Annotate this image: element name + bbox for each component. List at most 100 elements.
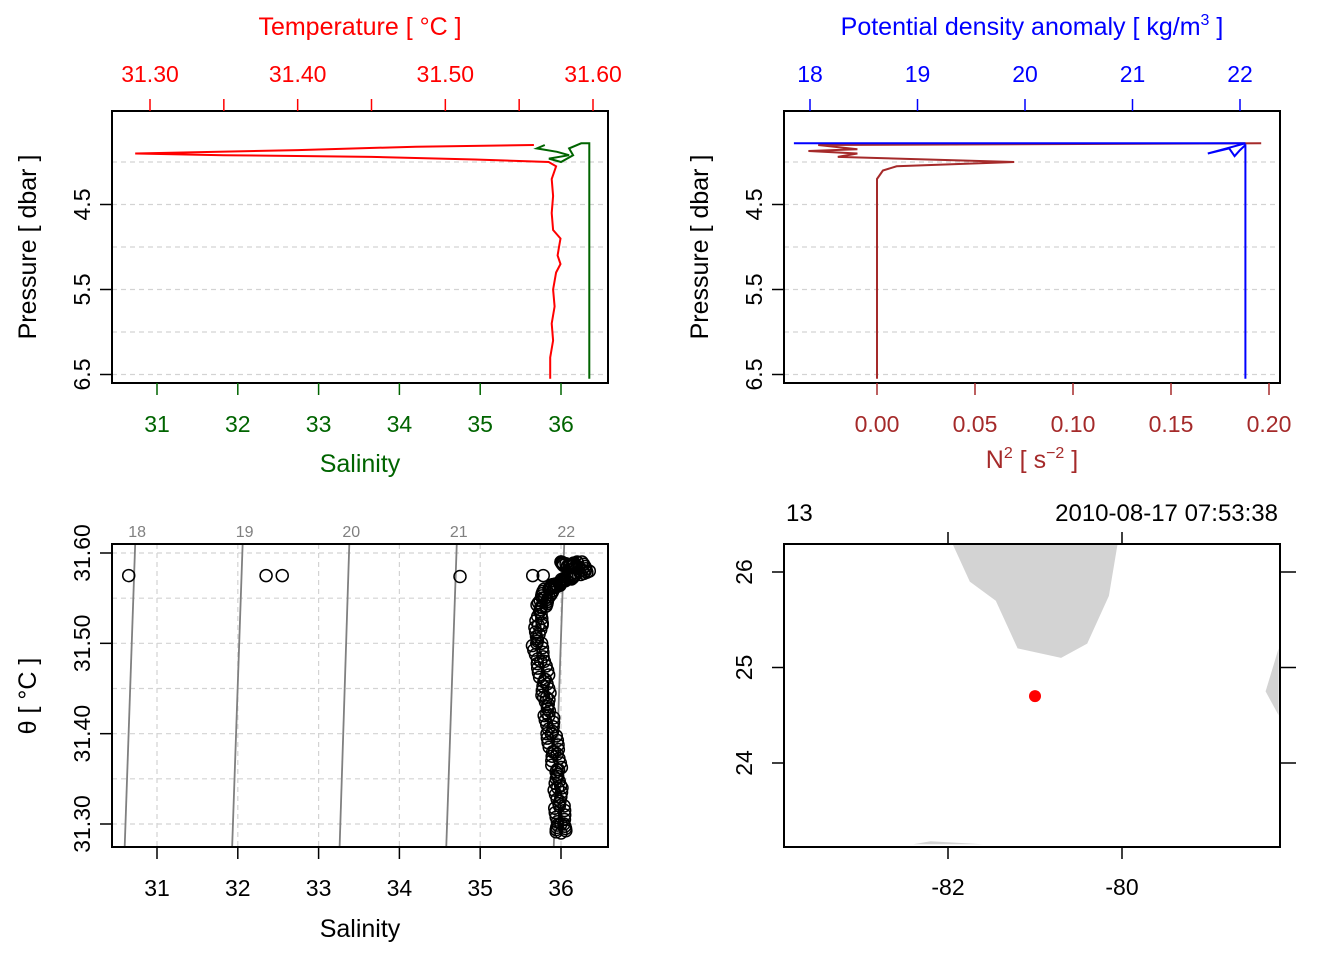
ts-point bbox=[121, 568, 136, 583]
ts-point bbox=[530, 656, 545, 671]
latitude-tick-label: 24 bbox=[731, 750, 757, 776]
isopycnal-label: 20 bbox=[342, 524, 360, 541]
ts-point bbox=[546, 711, 561, 725]
salinity-axis-label: Salinity bbox=[320, 450, 401, 478]
density-n2-plot-frame bbox=[783, 110, 1281, 384]
temperature-axis-label: Temperature [ °C ] bbox=[258, 13, 461, 41]
station-datetime: 2010-08-17 07:53:38 bbox=[1055, 500, 1278, 527]
salinity-axis-tick-label: 34 bbox=[387, 411, 413, 437]
ts-point bbox=[557, 799, 571, 813]
ts-point bbox=[550, 814, 565, 829]
density-axis-tick-label: 21 bbox=[1120, 61, 1146, 87]
pressure-axis-label: Pressure [ dbar ] bbox=[14, 155, 42, 340]
station-map-panel: -82 -80 24 25 26 13 2010-08-17 07:53:38 bbox=[731, 500, 1296, 900]
ts-point bbox=[540, 726, 554, 741]
salinity-profile-line bbox=[533, 142, 591, 379]
ts-salinity-axis-tick-label: 34 bbox=[387, 875, 413, 901]
ts-point bbox=[540, 731, 555, 745]
n2-profile-line bbox=[808, 142, 1262, 379]
ts-point bbox=[536, 568, 550, 583]
ts-salinity-axis-tick-label: 35 bbox=[467, 875, 493, 901]
ts-point bbox=[537, 674, 551, 689]
isopycnal-label: 18 bbox=[128, 524, 146, 541]
land-polygon bbox=[952, 544, 1118, 658]
pressure-axis-2-tick-label: 4.5 bbox=[741, 189, 767, 221]
pressure-axis-tick-label: 4.5 bbox=[69, 189, 95, 221]
ts-diagram-frame bbox=[111, 543, 609, 848]
ts-salinity-axis-label: Salinity bbox=[320, 915, 401, 943]
theta-axis-tick-label: 31.60 bbox=[69, 524, 95, 582]
density-axis-tick-label: 20 bbox=[1012, 61, 1038, 87]
pressure-axis-tick-label: 6.5 bbox=[69, 359, 95, 391]
ts-point bbox=[535, 641, 550, 655]
ts-point bbox=[550, 733, 565, 748]
ts-point bbox=[453, 569, 467, 584]
ts-point bbox=[545, 749, 559, 763]
isopycnal-line bbox=[338, 543, 351, 848]
latitude-tick-label: 26 bbox=[731, 559, 757, 585]
station-marker bbox=[1029, 690, 1041, 703]
ts-diagram-panel: 18 19 20 21 22 31 32 33 34 35 36 31.30 31.40 31.50 3… bbox=[14, 524, 609, 943]
density-n2-profile-panel: 18 19 20 21 22 0.00 0.05 0.10 0.15 0.20 4.5 5.5 6.… bbox=[686, 12, 1291, 474]
salinity-temperature-plot-frame bbox=[111, 110, 609, 384]
n2-axis-tick-label: 0.15 bbox=[1149, 411, 1194, 437]
pressure-axis-tick-label: 5.5 bbox=[69, 274, 95, 306]
n2-axis-tick-label: 0.00 bbox=[855, 411, 900, 437]
salinity-axis-tick-label: 35 bbox=[467, 411, 493, 437]
latitude-tick-label: 25 bbox=[731, 655, 757, 681]
n2-axis-tick-label: 0.20 bbox=[1247, 411, 1292, 437]
ts-salinity-axis-tick-label: 31 bbox=[144, 875, 170, 901]
ts-point bbox=[559, 824, 573, 838]
isopycnal-line bbox=[123, 543, 137, 848]
isopycnal-line bbox=[231, 543, 244, 848]
ts-point bbox=[557, 803, 572, 818]
theta-axis-tick-label: 31.40 bbox=[69, 705, 95, 763]
density-axis-tick-label: 22 bbox=[1227, 61, 1253, 87]
density-axis-tick-label: 19 bbox=[905, 61, 931, 87]
isopycnal-line bbox=[445, 543, 458, 848]
pressure-axis-2-tick-label: 6.5 bbox=[741, 359, 767, 391]
land-polygon bbox=[913, 841, 983, 845]
ts-salinity-axis-tick-label: 36 bbox=[548, 875, 574, 901]
ts-point bbox=[535, 688, 549, 703]
density-axis-label: Potential density anomaly [ kg/m3 ] bbox=[841, 12, 1224, 41]
ts-point bbox=[259, 568, 273, 583]
ts-point bbox=[542, 740, 556, 754]
density-axis-tick-label: 18 bbox=[797, 61, 823, 87]
isopycnal-label: 21 bbox=[450, 524, 468, 541]
n2-axis-tick-label: 0.05 bbox=[953, 411, 998, 437]
salinity-axis-tick-label: 36 bbox=[548, 411, 574, 437]
ts-point bbox=[549, 825, 563, 839]
theta-axis-tick-label: 31.30 bbox=[69, 795, 95, 853]
ts-point bbox=[545, 754, 559, 768]
salinity-axis-tick-label: 31 bbox=[144, 411, 170, 437]
ts-point bbox=[530, 661, 545, 675]
n2-axis-label: N2 [ s−2 ] bbox=[986, 445, 1078, 474]
ts-point bbox=[525, 568, 540, 583]
ts-salinity-axis-tick-label: 32 bbox=[225, 875, 251, 901]
longitude-tick-label: -82 bbox=[931, 874, 964, 900]
density-profile-line bbox=[793, 142, 1247, 379]
temperature-profile-line bbox=[135, 144, 562, 379]
isopycnal-label: 22 bbox=[557, 524, 575, 541]
temperature-axis-tick-label: 31.30 bbox=[121, 61, 179, 87]
pressure-axis-label-2: Pressure [ dbar ] bbox=[686, 155, 714, 340]
ts-point bbox=[544, 588, 558, 602]
ts-point bbox=[547, 801, 562, 815]
temperature-axis-tick-label: 31.60 bbox=[564, 61, 622, 87]
ts-point bbox=[528, 625, 543, 639]
ts-point bbox=[534, 636, 549, 651]
theta-axis-label: θ [ °C ] bbox=[14, 658, 42, 735]
station-label: 13 bbox=[786, 500, 813, 527]
ts-point bbox=[275, 568, 289, 583]
longitude-tick-label: -80 bbox=[1105, 874, 1138, 900]
n2-axis-tick-label: 0.10 bbox=[1051, 411, 1096, 437]
salinity-axis-tick-label: 32 bbox=[225, 411, 251, 437]
temperature-axis-tick-label: 31.40 bbox=[269, 61, 327, 87]
ts-point bbox=[548, 805, 563, 820]
temperature-axis-tick-label: 31.50 bbox=[417, 61, 475, 87]
ts-salinity-axis-tick-label: 33 bbox=[306, 875, 332, 901]
theta-axis-tick-label: 31.50 bbox=[69, 615, 95, 673]
map-frame bbox=[783, 543, 1281, 848]
